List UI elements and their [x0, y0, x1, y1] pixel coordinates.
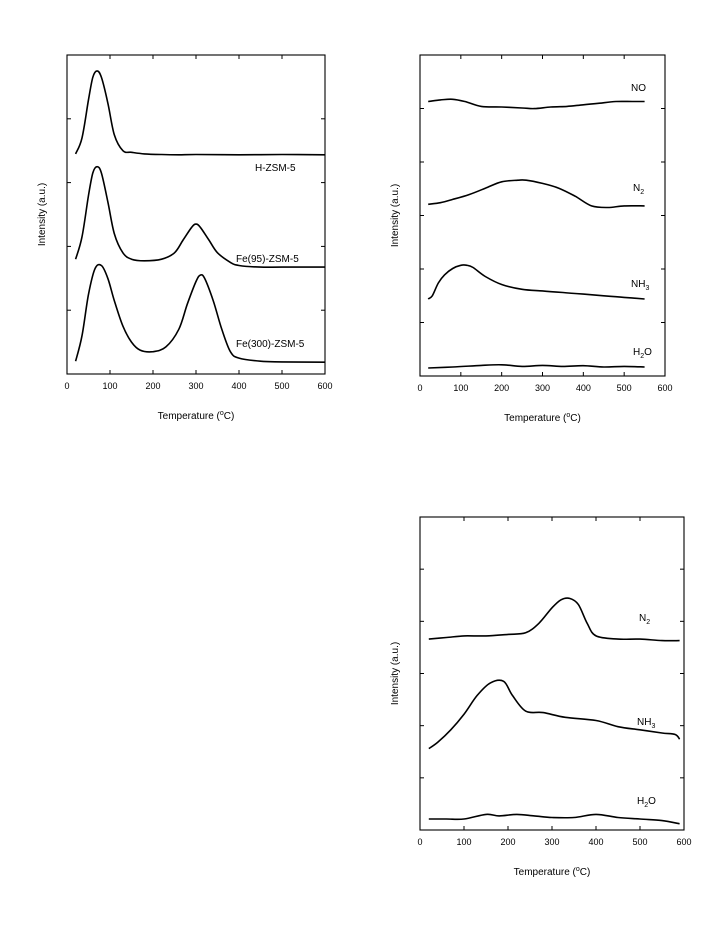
y-axis-label: Intensity (a.u.): [390, 184, 401, 247]
x-tick-label: 300: [535, 383, 550, 393]
series-line-2: [74, 165, 325, 269]
x-tick-label: 100: [102, 381, 117, 391]
series-label-text: Fe(300)-ZSM-5: [236, 339, 305, 350]
series-label-3: H2O: [637, 796, 656, 809]
series-label-1: H-ZSM-5: [255, 163, 296, 174]
plot-frame: [419, 54, 666, 377]
series-label-text: H: [637, 796, 644, 807]
plot-frame: [66, 54, 326, 375]
series-line-1: [74, 70, 326, 156]
plot-frame: [419, 516, 685, 831]
x-tick-label: 500: [632, 837, 647, 847]
x-tick-label: 0: [417, 383, 422, 393]
x-tick-label: 500: [274, 381, 289, 391]
x-tick-label: 100: [456, 837, 471, 847]
series-label-text: N: [639, 613, 646, 624]
series-label-subscript: 3: [651, 723, 655, 730]
series-label-3: Fe(300)-ZSM-5: [236, 339, 305, 350]
x-tick-label: 100: [453, 383, 468, 393]
series-label-1: NO: [631, 83, 646, 94]
series-line-3: [427, 264, 645, 300]
x-tick-label: 600: [317, 381, 332, 391]
x-tick-label: 400: [588, 837, 603, 847]
series-label-text: NO: [631, 83, 646, 94]
series-label-subscript: 2: [640, 353, 644, 360]
series-label-tail: O: [648, 796, 656, 807]
y-axis-label: Intensity (a.u.): [37, 183, 48, 246]
x-axis-label-text: Temperature (: [158, 411, 221, 422]
x-tick-label: 400: [576, 383, 591, 393]
x-tick-label: 600: [657, 383, 672, 393]
x-axis-label: Temperature (oC): [504, 412, 581, 424]
series-line-4: [428, 363, 645, 369]
x-tick-label: 600: [676, 837, 691, 847]
series-label-subscript: 2: [640, 189, 644, 196]
series-label-4: H2O: [633, 347, 652, 360]
x-tick-label: 300: [188, 381, 203, 391]
x-axis-label-degree: o: [566, 412, 570, 419]
series-line-1: [428, 98, 645, 110]
series-line-3: [74, 263, 326, 363]
chart-panel-1: 0 100 200 300 400 500 600 H-ZSM-5 Fe(95)-ZSM-5 Fe…: [37, 54, 333, 422]
x-tick-label: 0: [64, 381, 69, 391]
x-tick-label: 500: [617, 383, 632, 393]
series-label-text: Fe(95)-ZSM-5: [236, 254, 299, 265]
y-axis-label: Intensity (a.u.): [390, 642, 401, 705]
x-axis-label-text: Temperature (: [514, 867, 577, 878]
x-axis-label-unit: C): [570, 413, 581, 424]
x-tick-label: 0: [417, 837, 422, 847]
x-axis-label-degree: o: [220, 410, 224, 417]
x-axis-label: Temperature (oC): [514, 866, 591, 878]
x-axis-label-unit: C): [580, 867, 591, 878]
x-tick-label: 200: [500, 837, 515, 847]
series-label-text: H-ZSM-5: [255, 163, 296, 174]
series-label-subscript: 2: [644, 802, 648, 809]
series-line-2: [428, 179, 645, 209]
series-line-2: [428, 679, 681, 750]
series-label-text: N: [633, 183, 640, 194]
x-tick-label: 400: [231, 381, 246, 391]
series-label-tail: O: [644, 347, 652, 358]
series-label-2: Fe(95)-ZSM-5: [236, 254, 299, 265]
series-label-1: N2: [639, 613, 650, 626]
series-label-text: H: [633, 347, 640, 358]
series-label-text: NH: [631, 279, 645, 290]
x-axis-label: Temperature (oC): [158, 410, 235, 422]
x-tick-label: 200: [145, 381, 160, 391]
chart-panel-2: 0 100 200 300 400 500 600NON2NH3H2OTemperature…: [390, 54, 673, 424]
x-axis-label-unit: C): [224, 411, 235, 422]
x-tick-label: 200: [494, 383, 509, 393]
x-tick-label: 300: [544, 837, 559, 847]
series-line-3: [428, 813, 680, 825]
series-label-subscript: 2: [646, 619, 650, 626]
series-label-3: NH3: [631, 279, 649, 292]
series-label-2: NH3: [637, 717, 655, 730]
x-axis-label-degree: o: [576, 866, 580, 873]
x-axis-label-text: Temperature (: [504, 413, 567, 424]
series-label-2: N2: [633, 183, 644, 196]
series-line-1: [428, 597, 680, 642]
series-label-subscript: 3: [645, 285, 649, 292]
series-label-text: NH: [637, 717, 651, 728]
